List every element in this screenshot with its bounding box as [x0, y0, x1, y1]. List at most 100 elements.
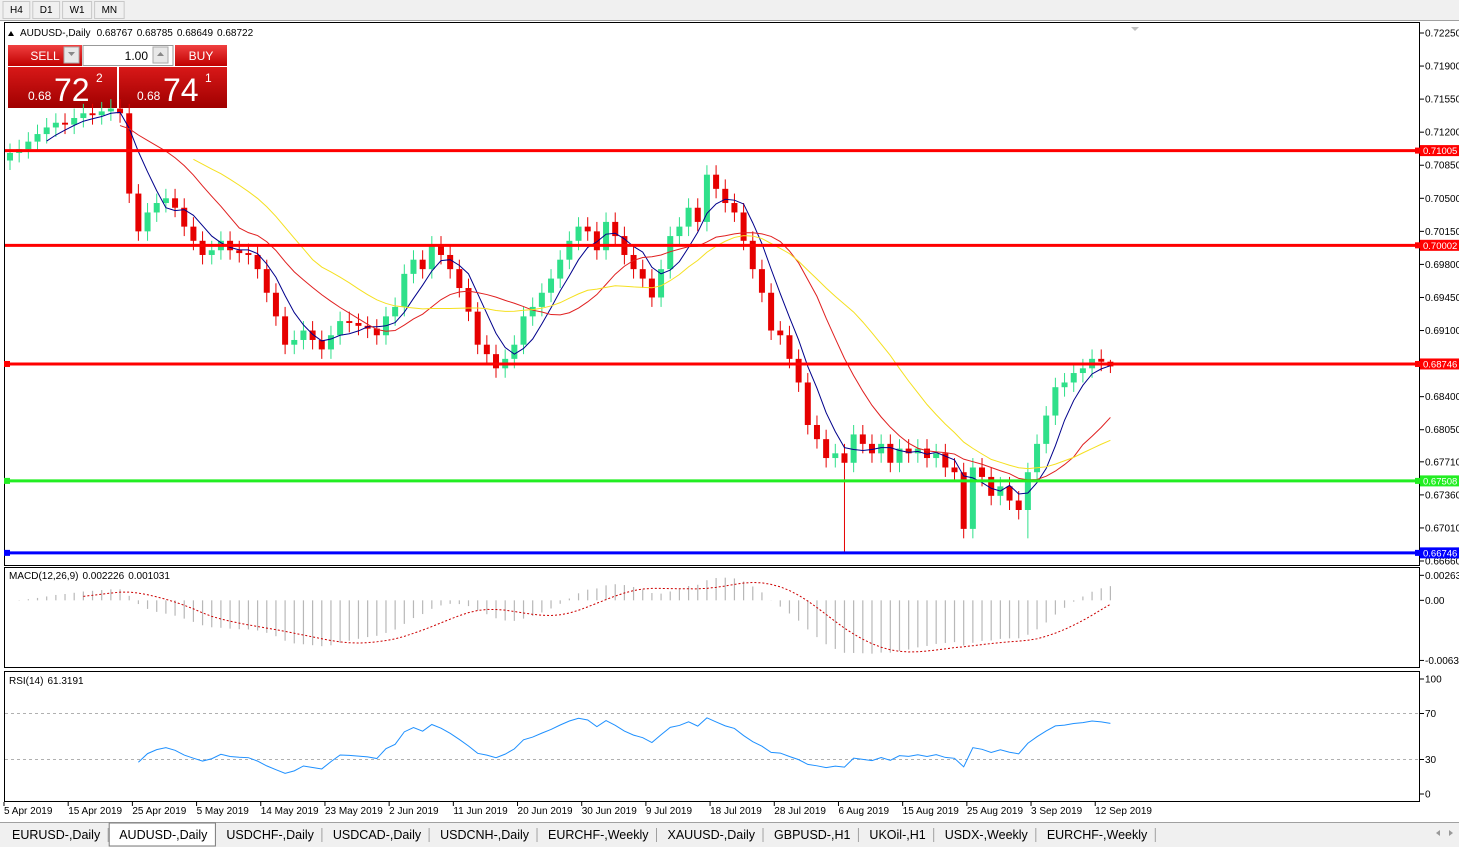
rsi-header: RSI(14) 61.3191 — [9, 676, 84, 687]
chart-tab[interactable]: USDCNH-,Daily — [430, 825, 538, 845]
tab-label[interactable]: AUDUSD-,Daily — [119, 828, 208, 842]
tab-label[interactable]: USDCNH-,Daily — [440, 828, 530, 842]
tab-label[interactable]: USDCHF-,Daily — [226, 828, 314, 842]
x-tick-label: 25 Apr 2019 — [132, 806, 186, 817]
candle-body — [107, 108, 114, 112]
x-tick-label: 5 May 2019 — [197, 806, 250, 817]
y-tick-label: 0.70150 — [1425, 227, 1459, 238]
candle-body — [768, 292, 775, 331]
tab-label[interactable]: EURCHF-,Weekly — [1047, 828, 1148, 842]
candle-body — [868, 443, 875, 454]
x-tick-label: 15 Aug 2019 — [903, 806, 960, 817]
tab-label[interactable]: XAUUSD-,Daily — [668, 828, 756, 842]
candle-body — [437, 245, 444, 255]
buy-button[interactable] — [175, 45, 227, 66]
tab-face[interactable] — [108, 822, 216, 847]
y-tick-label: 0.68050 — [1425, 425, 1459, 436]
lot-value[interactable]: 1.00 — [125, 49, 149, 63]
candle-body — [813, 424, 820, 440]
button-label[interactable]: W1 — [70, 5, 85, 16]
tab-face[interactable] — [934, 825, 1036, 845]
timeframe-button[interactable]: MN — [94, 1, 125, 19]
x-tick-label: 14 May 2019 — [261, 806, 319, 817]
candle-body — [859, 434, 866, 444]
candle-body — [419, 259, 426, 270]
tab-label[interactable]: USDX-,Weekly — [945, 828, 1029, 842]
tab-face[interactable] — [657, 825, 764, 845]
macd-panel — [4, 567, 1420, 668]
tab-label[interactable]: EURCHF-,Weekly — [548, 828, 649, 842]
candle-body — [401, 273, 408, 307]
chart-header: AUDUSD-,Daily 0.68767 0.68785 0.68649 0.6872… — [8, 28, 254, 39]
y-tick-label: 0.69100 — [1425, 326, 1459, 337]
ohlc-low: 0.68649 — [177, 28, 214, 39]
lot-input[interactable] — [82, 45, 174, 66]
buy-label[interactable]: BUY — [189, 49, 214, 63]
candle-body — [685, 207, 692, 227]
tab-face[interactable] — [322, 825, 430, 845]
candle-body — [190, 226, 197, 241]
button-label[interactable]: H4 — [10, 5, 23, 16]
candle-body — [373, 328, 380, 336]
y-tick-label: 0.66660 — [1425, 557, 1459, 568]
button-label[interactable]: D1 — [40, 5, 53, 16]
candle-body — [208, 250, 215, 255]
tab-face[interactable] — [859, 825, 934, 845]
chart-tab[interactable]: USDCAD-,Daily — [322, 825, 430, 845]
chart-tab[interactable]: USDCHF-,Daily — [216, 825, 323, 845]
y-tick-label: 0.69450 — [1425, 293, 1459, 304]
macd-value: 0.002226 — [82, 571, 124, 582]
tab-face[interactable] — [538, 825, 657, 845]
tab-face[interactable] — [216, 825, 322, 845]
chart-tab[interactable]: EURCHF-,Weekly — [1036, 825, 1156, 845]
chart-tab[interactable]: EURCHF-,Weekly — [538, 825, 657, 845]
timeframe-button[interactable]: W1 — [62, 1, 93, 19]
x-tick-label: 15 Apr 2019 — [68, 806, 122, 817]
chart-tab[interactable]: USDX-,Weekly — [934, 825, 1037, 845]
chart-tabs: EURUSD-,Daily AUDUSD-,Daily USDCHF-,Daily U… — [2, 822, 1156, 847]
candle-body — [667, 236, 674, 270]
header-arrow — [8, 31, 14, 36]
candle-body — [566, 240, 573, 260]
button-face[interactable] — [32, 1, 61, 19]
candle-body — [887, 443, 894, 463]
tab-label[interactable]: USDCAD-,Daily — [333, 828, 422, 842]
timeframe-button[interactable]: H4 — [2, 1, 31, 19]
candle-body — [630, 254, 637, 270]
candle-body — [126, 113, 133, 194]
tab-label[interactable]: GBPUSD-,H1 — [774, 828, 850, 842]
tab-label[interactable]: UKOil-,H1 — [869, 828, 925, 842]
candle-body — [612, 221, 619, 237]
chart-tab[interactable]: XAUUSD-,Daily — [657, 825, 764, 845]
candle-body — [593, 231, 600, 251]
candle-body — [969, 467, 976, 529]
macd-title: MACD(12,26,9) — [9, 571, 78, 582]
button-face[interactable] — [62, 1, 93, 19]
button-face[interactable] — [2, 1, 31, 19]
bid-box[interactable] — [8, 67, 117, 108]
chart-tab[interactable]: GBPUSD-,H1 — [764, 825, 859, 845]
tab-face[interactable] — [1036, 825, 1156, 845]
chart-tab[interactable]: AUDUSD-,Daily — [108, 822, 216, 847]
candle-body — [98, 111, 105, 116]
candle-body — [694, 207, 701, 222]
chart-tab[interactable]: EURUSD-,Daily — [2, 825, 109, 845]
level-price-box — [1420, 145, 1459, 157]
candle-body — [713, 174, 720, 189]
ask-box[interactable] — [119, 67, 227, 108]
button-face[interactable] — [94, 1, 125, 19]
tab-scroll-left[interactable] — [1436, 830, 1440, 836]
tab-face[interactable] — [764, 825, 859, 845]
tab-scroll-right[interactable] — [1449, 830, 1453, 836]
tab-face[interactable] — [430, 825, 538, 845]
tab-face[interactable] — [2, 825, 109, 845]
candle-body — [823, 439, 830, 459]
ohlc-high: 0.68785 — [137, 28, 174, 39]
timeframe-button[interactable]: D1 — [32, 1, 61, 19]
bid-small: 2 — [96, 71, 103, 85]
candle-body — [804, 382, 811, 425]
tab-label[interactable]: EURUSD-,Daily — [12, 828, 101, 842]
button-label[interactable]: MN — [102, 5, 118, 16]
chart-tab[interactable]: UKOil-,H1 — [859, 825, 935, 845]
sell-label[interactable]: SELL — [30, 49, 60, 63]
